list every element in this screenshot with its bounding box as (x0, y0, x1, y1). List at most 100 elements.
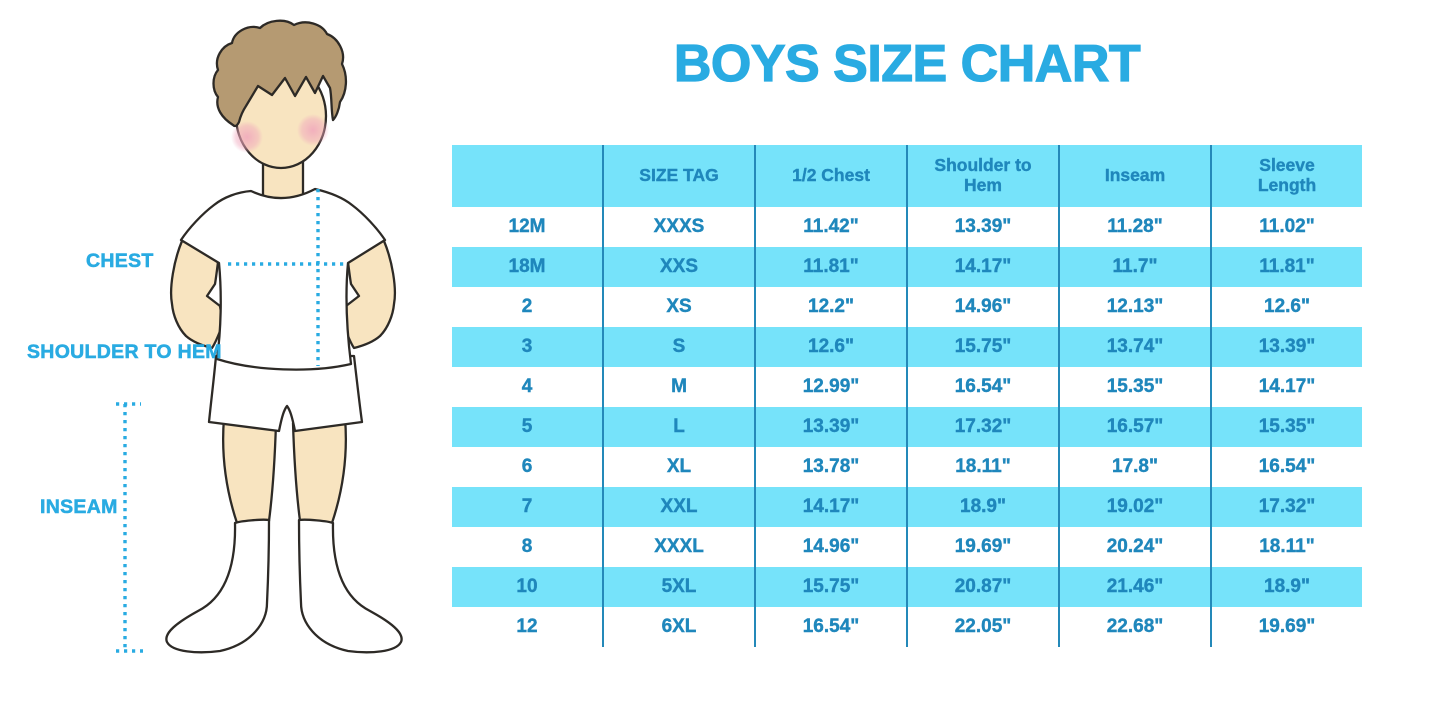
cell-size-tag: XL (602, 447, 754, 487)
cell-size-tag: 6XL (602, 607, 754, 647)
cell-half-chest: 11.81" (754, 247, 906, 287)
right-cheek-blush (297, 114, 329, 146)
left-sock (165, 518, 271, 654)
row-size-label: 7 (521, 496, 533, 517)
table-row: 12M XXXS 11.42" 13.39" 11.28" 11.02" (452, 207, 1362, 247)
right-sock (297, 518, 403, 654)
left-leg (221, 416, 278, 525)
shorts (207, 354, 364, 433)
row-size-label: 18M (508, 256, 546, 277)
cell-half-chest: 13.78" (754, 447, 906, 487)
left-arm (169, 239, 224, 350)
cell-shoulder-to-hem: 14.17" (906, 247, 1058, 287)
shoulder-to-hem-label: SHOULDER TO HEM (27, 341, 222, 364)
cell-size-tag: XS (602, 287, 754, 327)
cell-inseam: 20.24" (1058, 527, 1210, 567)
table-row: 7 XXL 14.17" 18.9" 19.02" 17.32" (452, 487, 1362, 527)
table-body: 12M XXXS 11.42" 13.39" 11.28" 11.02" 18M… (452, 207, 1362, 647)
cell-half-chest: 14.96" (754, 527, 906, 567)
table-row: 5 L 13.39" 17.32" 16.57" 15.35" (452, 407, 1362, 447)
cell-half-chest: 12.6" (754, 327, 906, 367)
boy-illustration (116, 19, 403, 654)
size-table: SIZE TAG 1/2 Chest Shoulder to Hem Insea… (452, 145, 1362, 647)
page-title: BOYS SIZE CHART (673, 34, 1141, 93)
cell-sleeve-length: 13.39" (1210, 327, 1362, 367)
header-cell-size-tag: SIZE TAG (602, 145, 754, 207)
cell-size-tag: XXL (602, 487, 754, 527)
cell-half-chest: 14.17" (754, 487, 906, 527)
table-row: 2 XS 12.2" 14.96" 12.13" 12.6" (452, 287, 1362, 327)
header-label: Sleeve Length (1257, 155, 1317, 195)
header-label: 1/2 Chest (792, 165, 870, 186)
cell-shoulder-to-hem: 22.05" (906, 607, 1058, 647)
header-cell-shoulder-to-hem: Shoulder to Hem (906, 145, 1058, 207)
cell-half-chest: 12.99" (754, 367, 906, 407)
cell-shoulder-to-hem: 15.75" (906, 327, 1058, 367)
row-size-label: 6 (521, 456, 533, 477)
table-row: 3 S 12.6" 15.75" 13.74" 13.39" (452, 327, 1362, 367)
header-cell-inseam: Inseam (1058, 145, 1210, 207)
cell-inseam: 11.7" (1058, 247, 1210, 287)
cell-half-chest: 12.2" (754, 287, 906, 327)
cell-inseam: 17.8" (1058, 447, 1210, 487)
right-leg (291, 416, 348, 525)
cell-sleeve-length: 18.9" (1210, 567, 1362, 607)
header-label: Inseam (1104, 165, 1166, 186)
cell-size-tag: XXS (602, 247, 754, 287)
cell-inseam: 15.35" (1058, 367, 1210, 407)
row-size-label: 12 (516, 616, 538, 637)
chest-label: CHEST (86, 250, 154, 273)
header-cell-blank (452, 145, 602, 207)
cell-inseam: 16.57" (1058, 407, 1210, 447)
table-row: 4 M 12.99" 16.54" 15.35" 14.17" (452, 367, 1362, 407)
row-size-label: 8 (521, 536, 533, 557)
cell-sleeve-length: 18.11" (1210, 527, 1362, 567)
inseam-label: INSEAM (40, 496, 118, 519)
cell-half-chest: 11.42" (754, 207, 906, 247)
cell-half-chest: 15.75" (754, 567, 906, 607)
table-header-row: SIZE TAG 1/2 Chest Shoulder to Hem Insea… (452, 145, 1362, 207)
cell-shoulder-to-hem: 16.54" (906, 367, 1058, 407)
cell-sleeve-length: 19.69" (1210, 607, 1362, 647)
cell-sleeve-length: 16.54" (1210, 447, 1362, 487)
cell-inseam: 12.13" (1058, 287, 1210, 327)
row-size-label: 5 (521, 416, 533, 437)
row-size-label: 4 (521, 376, 533, 397)
cell-inseam: 19.02" (1058, 487, 1210, 527)
row-size-label: 2 (521, 296, 533, 317)
hair (212, 19, 348, 128)
table-row: 6 XL 13.78" 18.11" 17.8" 16.54" (452, 447, 1362, 487)
cell-shoulder-to-hem: 13.39" (906, 207, 1058, 247)
left-cheek-blush (231, 121, 263, 153)
header-label: SIZE TAG (639, 165, 719, 186)
cell-inseam: 22.68" (1058, 607, 1210, 647)
cell-shoulder-to-hem: 20.87" (906, 567, 1058, 607)
cell-inseam: 21.46" (1058, 567, 1210, 607)
table-row: 10 5XL 15.75" 20.87" 21.46" 18.9" (452, 567, 1362, 607)
cell-sleeve-length: 17.32" (1210, 487, 1362, 527)
cell-sleeve-length: 14.17" (1210, 367, 1362, 407)
cell-inseam: 13.74" (1058, 327, 1210, 367)
cell-size-tag: S (602, 327, 754, 367)
cell-half-chest: 16.54" (754, 607, 906, 647)
cell-half-chest: 13.39" (754, 407, 906, 447)
cell-shoulder-to-hem: 19.69" (906, 527, 1058, 567)
cell-inseam: 11.28" (1058, 207, 1210, 247)
cell-size-tag: 5XL (602, 567, 754, 607)
cell-size-tag: M (602, 367, 754, 407)
cell-shoulder-to-hem: 18.9" (906, 487, 1058, 527)
cell-sleeve-length: 15.35" (1210, 407, 1362, 447)
t-shirt (179, 187, 387, 371)
header-cell-sleeve-length: Sleeve Length (1210, 145, 1362, 207)
header-cell-half-chest: 1/2 Chest (754, 145, 906, 207)
cell-shoulder-to-hem: 14.96" (906, 287, 1058, 327)
row-size-label: 3 (521, 336, 533, 357)
cell-sleeve-length: 12.6" (1210, 287, 1362, 327)
cell-size-tag: L (602, 407, 754, 447)
cell-size-tag: XXXL (602, 527, 754, 567)
header-label: Shoulder to Hem (934, 155, 1032, 195)
cell-size-tag: XXXS (602, 207, 754, 247)
row-size-label: 10 (516, 576, 538, 597)
cell-sleeve-length: 11.81" (1210, 247, 1362, 287)
